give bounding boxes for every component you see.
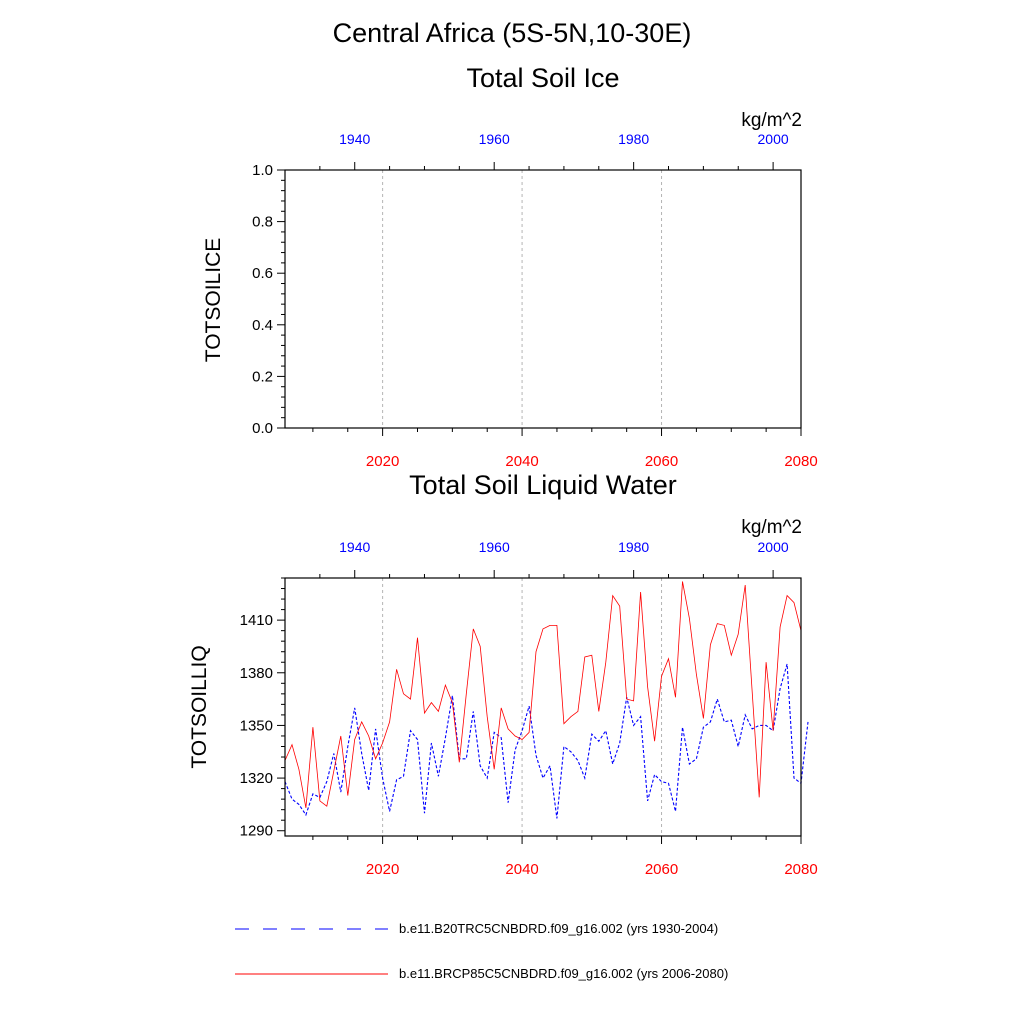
panel-title: Total Soil Liquid Water xyxy=(409,470,677,500)
x-tick-label-top: 2000 xyxy=(758,131,789,147)
x-tick-label-bottom: 2040 xyxy=(505,861,538,878)
x-tick-label-top: 1960 xyxy=(479,131,510,147)
y-tick-label: 1320 xyxy=(240,770,273,787)
panel-soil-ice: Total Soil Ice kg/m^2 TOTSOILICE 0.00.20… xyxy=(202,63,818,470)
grid-lines xyxy=(382,170,663,428)
x-tick-label-bottom: 2040 xyxy=(505,453,538,470)
x-tick-label-top: 2000 xyxy=(758,539,789,555)
x-tick-label-bottom: 2060 xyxy=(645,861,678,878)
x-tick-label-top: 1980 xyxy=(618,131,649,147)
y-tick-label: 0.0 xyxy=(252,420,273,437)
units-label: kg/m^2 xyxy=(741,110,802,131)
x-tick-label-bottom: 2020 xyxy=(366,453,399,470)
x-tick-label-bottom: 2080 xyxy=(784,453,817,470)
grid-lines xyxy=(382,578,663,836)
y-tick-label: 0.2 xyxy=(252,368,273,385)
axes: 0.0 0.2 0.4 0.6 0.8 1.0 2020 2040 2060 2080 1940 19… xyxy=(252,131,818,470)
x-tick-label-bottom: 2060 xyxy=(645,453,678,470)
y-tick-label: 0.6 xyxy=(252,265,273,282)
y-tick-label: 1.0 xyxy=(252,162,273,179)
x-tick-label-bottom: 2080 xyxy=(784,861,817,878)
y-tick-label: 1290 xyxy=(240,823,273,840)
series-line-historical xyxy=(284,663,809,819)
x-tick-label-bottom: 2020 xyxy=(366,861,399,878)
legend-label-historical: b.e11.B20TRC5CNBDRD.f09_g16.002 (yrs 193… xyxy=(399,921,718,936)
series-lines xyxy=(284,581,809,819)
y-tick-label: 0.4 xyxy=(252,317,273,334)
panel-soil-liquid-water: Total Soil Liquid Water kg/m^2 TOTSOILLI… xyxy=(188,470,818,878)
y-tick-label: 0.8 xyxy=(252,214,273,231)
series-line-future xyxy=(284,581,802,808)
x-tick-label-top: 1940 xyxy=(339,131,370,147)
x-tick-label-top: 1940 xyxy=(339,539,370,555)
y-tick-label: 1350 xyxy=(240,717,273,734)
x-tick-label-top: 1960 xyxy=(479,539,510,555)
legend: b.e11.B20TRC5CNBDRD.f09_g16.002 (yrs 193… xyxy=(235,921,728,981)
y-tick-label: 1380 xyxy=(240,665,273,682)
figure-title: Central Africa (5S-5N,10-30E) xyxy=(333,18,692,48)
y-tick-label: 1410 xyxy=(240,612,273,629)
panel-title: Total Soil Ice xyxy=(466,63,619,93)
units-label: kg/m^2 xyxy=(741,517,802,538)
plot-frame xyxy=(284,169,802,429)
x-tick-label-top: 1980 xyxy=(618,539,649,555)
legend-label-future: b.e11.BRCP85C5CNBDRD.f09_g16.002 (yrs 20… xyxy=(399,966,728,981)
y-axis-label: TOTSOILICE xyxy=(202,238,225,362)
plot-frame xyxy=(284,577,802,837)
y-axis-label: TOTSOILLIQ xyxy=(188,645,211,768)
axes: 1290 1320 1350 1380 1410 2020 2040 2060 2080 1940… xyxy=(240,539,818,878)
